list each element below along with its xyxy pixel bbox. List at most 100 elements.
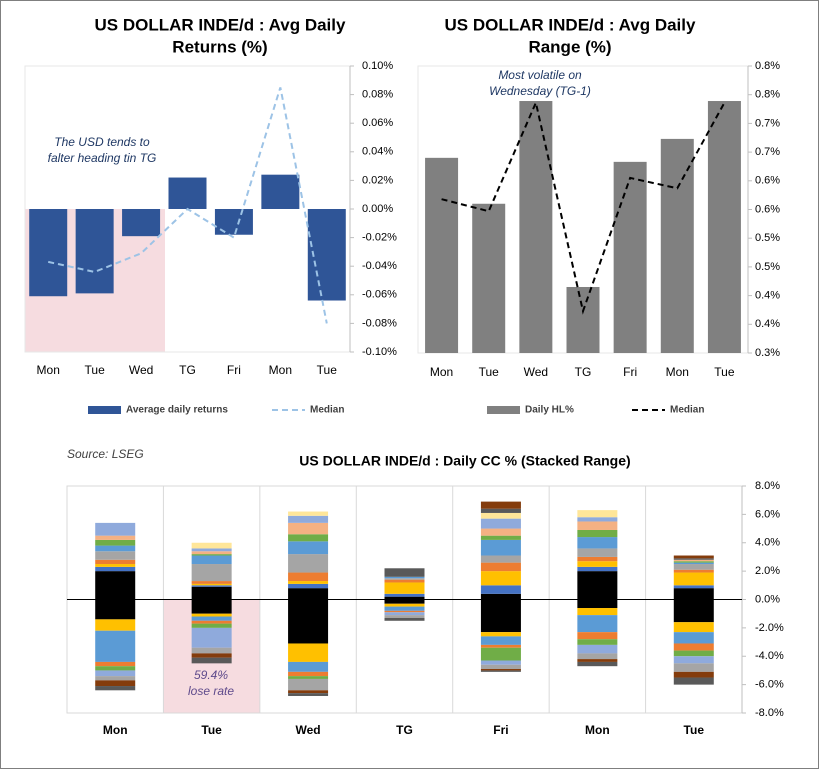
stack-segment (288, 581, 329, 584)
stack-segment (95, 559, 136, 565)
stack-segment (95, 680, 136, 687)
chart-title: Returns (%) (172, 37, 267, 56)
legend-swatch (487, 406, 520, 414)
stack-segment (384, 596, 425, 600)
y-tick-label: 2.0% (755, 565, 780, 577)
stack-segment (480, 585, 521, 594)
stack-segment (577, 644, 618, 654)
stack-segment (480, 535, 521, 540)
stack-segment (673, 564, 714, 570)
x-tick-label: Wed (296, 723, 321, 737)
stack-segment (95, 630, 136, 662)
legend-label: Median (670, 405, 704, 416)
median-line (48, 87, 328, 324)
stack-segment (577, 661, 618, 667)
stack-segment (577, 653, 618, 660)
stack-segment (480, 571, 521, 586)
annotation: lose rate (188, 684, 234, 698)
stack-segment (95, 619, 136, 631)
stack-segment (191, 586, 232, 600)
stack-segment (191, 657, 232, 664)
annotation: Wednesday (TG-1) (489, 84, 591, 98)
bar (75, 209, 114, 294)
stack-segment (95, 661, 136, 667)
stack-segment (480, 512, 521, 519)
stack-segment (191, 542, 232, 549)
bar (566, 286, 600, 353)
stack-segment (384, 610, 425, 613)
stack-segment (95, 670, 136, 677)
stack-segment (673, 632, 714, 644)
stack-segment (288, 554, 329, 573)
bar (707, 101, 741, 353)
stack-segment (191, 564, 232, 582)
stack-segment (480, 555, 521, 563)
stack-segment (480, 518, 521, 529)
y-tick-label: -0.06% (362, 289, 397, 301)
y-tick-label: 0.0% (755, 593, 780, 605)
stack-segment (673, 572, 714, 586)
stack-segment (673, 558, 714, 560)
stack-segment (480, 562, 521, 572)
stack-segment (480, 636, 521, 645)
x-tick-label: Wed (524, 365, 548, 379)
y-tick-label: -4.0% (755, 650, 784, 662)
stack-segment (191, 627, 232, 648)
stack-segment (577, 510, 618, 518)
stack-segment (577, 571, 618, 600)
annotation: Most volatile on (498, 68, 582, 82)
chart-title: US DOLLAR INDE/d : Avg Daily (445, 15, 696, 34)
y-tick-label: 0.02% (362, 174, 393, 186)
stack-segment (95, 564, 136, 567)
x-tick-label: Tue (714, 365, 735, 379)
stack-segment (673, 663, 714, 672)
y-tick-label: 0.5% (755, 232, 780, 244)
legend-label: Median (310, 405, 344, 416)
stack-segment (577, 659, 618, 662)
stack-segment (288, 583, 329, 589)
stack-segment (288, 643, 329, 662)
stack-segment (673, 569, 714, 573)
bar (425, 157, 459, 353)
y-tick-label: 0.4% (755, 290, 780, 302)
stack-segment (673, 588, 714, 600)
stack-segment (480, 644, 521, 648)
x-tick-label: Fri (493, 723, 508, 737)
stack-segment (191, 647, 232, 654)
stack-segment (577, 529, 618, 538)
x-tick-label: Tue (317, 363, 338, 377)
stack-segment (577, 537, 618, 549)
stack-segment (673, 562, 714, 565)
stack-segment (384, 617, 425, 621)
y-tick-label: -0.08% (362, 317, 397, 329)
stack-segment (191, 585, 232, 587)
stack-segment (191, 620, 232, 624)
stack-segment (577, 521, 618, 530)
stack-segment (480, 599, 521, 633)
x-tick-label: Tue (479, 365, 500, 379)
annotation: 59.4% (194, 668, 228, 682)
legend-swatch (88, 406, 121, 414)
stack-segment (577, 639, 618, 645)
stack-segment (673, 643, 714, 651)
stack-segment (384, 568, 425, 577)
stack-segment (95, 545, 136, 552)
stack-segment (673, 677, 714, 685)
x-tick-label: Tue (201, 723, 222, 737)
stack-segment (95, 686, 136, 691)
stack-segment (288, 522, 329, 535)
stack-segment (384, 599, 425, 604)
y-tick-label: 0.4% (755, 318, 780, 330)
stack-segment (288, 572, 329, 582)
annotation: The USD tends to (54, 135, 150, 149)
x-tick-label: Tue (85, 363, 106, 377)
x-tick-label: TG (396, 723, 413, 737)
stack-segment (191, 583, 232, 586)
stack-segment (480, 660, 521, 665)
stack-segment (191, 551, 232, 555)
y-tick-label: 6.0% (755, 508, 780, 520)
stack-segment (384, 579, 425, 583)
y-tick-label: 0.3% (755, 347, 780, 359)
stack-segment (288, 671, 329, 677)
